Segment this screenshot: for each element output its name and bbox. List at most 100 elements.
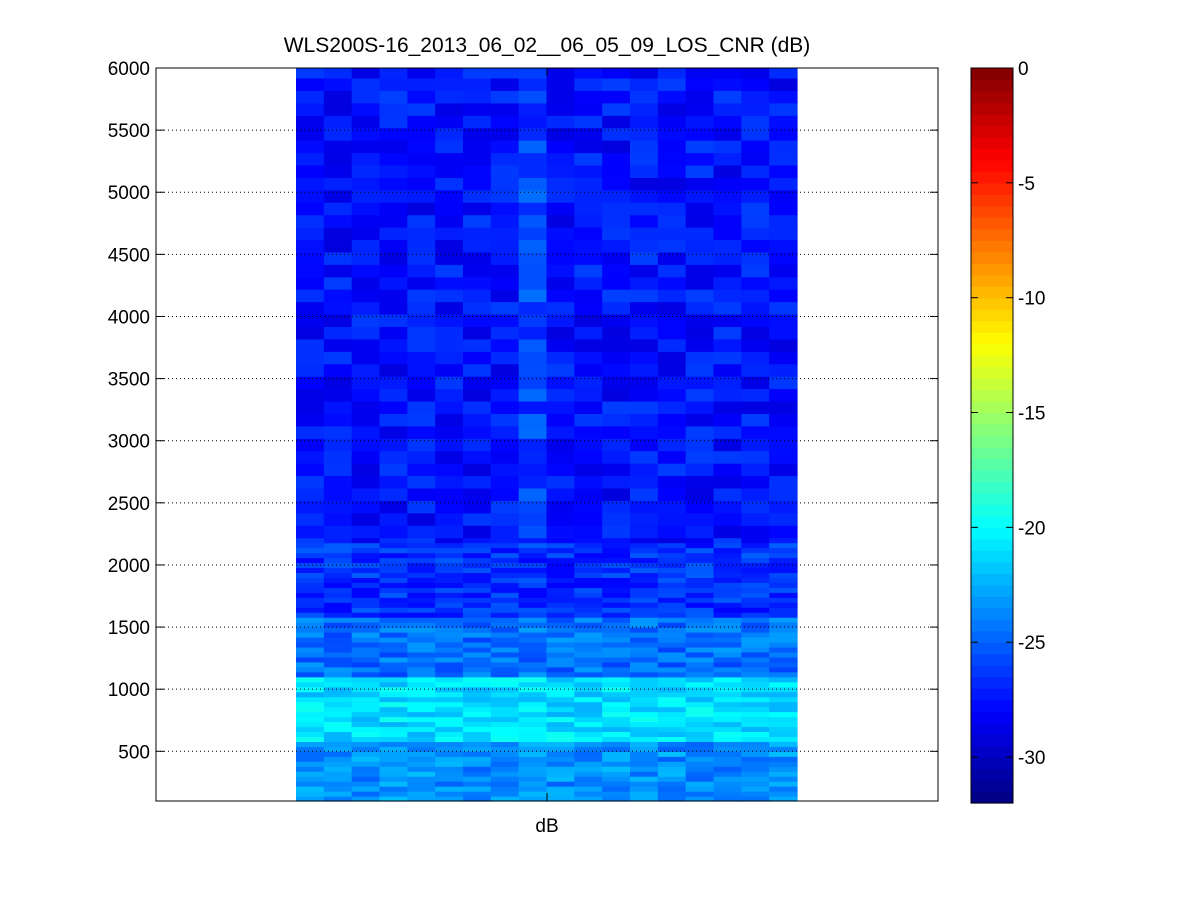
heatmap-cell [713, 637, 742, 643]
heatmap-cell [323, 376, 353, 390]
heatmap-cell [407, 500, 436, 514]
heatmap-cell [490, 632, 520, 638]
heatmap-cell [323, 711, 353, 718]
heatmap-cell [602, 641, 631, 648]
heatmap-cell [602, 542, 631, 549]
heatmap-cell [685, 500, 715, 514]
heatmap-cell [546, 152, 575, 166]
colorbar-segment [971, 182, 1013, 195]
heatmap-cell [351, 637, 381, 643]
colorbar-segment [971, 113, 1013, 127]
heatmap-cell [741, 771, 770, 777]
heatmap-cell [630, 761, 659, 767]
heatmap-cell [574, 475, 603, 489]
heatmap-cell [574, 696, 603, 703]
heatmap-cell [379, 102, 408, 116]
heatmap-cell [574, 102, 603, 116]
heatmap-cell [546, 177, 575, 191]
heatmap-cell [463, 326, 492, 340]
heatmap-cell [574, 425, 603, 439]
heatmap-cell [602, 716, 631, 723]
heatmap-cell [713, 786, 742, 792]
heatmap-cell [546, 726, 575, 733]
heatmap-cell [379, 731, 408, 737]
heatmap-cell [463, 438, 492, 452]
heatmap-cell [435, 711, 464, 718]
heatmap-cell [323, 582, 353, 588]
heatmap-cell [296, 746, 325, 752]
heatmap-cell [351, 617, 381, 623]
heatmap-cell [518, 622, 548, 628]
heatmap-cell [379, 90, 408, 104]
heatmap-cell [463, 547, 492, 554]
heatmap-cell [379, 582, 408, 588]
heatmap-cell [602, 68, 631, 79]
chart-title: WLS200S-16_2013_06_02__06_05_09_LOS_CNR … [284, 34, 811, 57]
heatmap-cell [713, 251, 742, 265]
heatmap-cell [351, 68, 381, 79]
heatmap-cell [435, 164, 464, 178]
heatmap-cell [463, 577, 492, 583]
heatmap-cell [407, 450, 436, 464]
heatmap-cell [657, 326, 687, 340]
heatmap-cell [602, 189, 631, 203]
heatmap-cell [713, 164, 742, 178]
heatmap-cell [435, 363, 464, 377]
heatmap-cell [685, 786, 715, 792]
heatmap-cell [630, 751, 659, 757]
heatmap-cell [463, 612, 492, 618]
heatmap-cell [296, 227, 325, 241]
heatmap-cell [463, 781, 492, 787]
heatmap-cell [407, 771, 436, 777]
heatmap-cell [296, 68, 325, 79]
heatmap-cell [602, 661, 631, 668]
heatmap-cell [574, 264, 603, 278]
heatmap-cell [602, 77, 631, 91]
heatmap-cell [323, 701, 353, 708]
heatmap-cell [546, 127, 575, 141]
heatmap-cell [407, 413, 436, 427]
heatmap-cell [713, 227, 742, 241]
heatmap-cell [463, 557, 492, 564]
heatmap-cell [435, 189, 464, 203]
heatmap-cell [574, 214, 603, 228]
heatmap-cell [407, 602, 436, 608]
heatmap-cell [379, 607, 408, 613]
heatmap-cell [490, 413, 520, 427]
heatmap-cell [296, 686, 325, 693]
heatmap-cell [741, 500, 770, 514]
heatmap-cell [379, 450, 408, 464]
colorbar-segment [971, 240, 1013, 253]
heatmap-cell [657, 542, 687, 549]
heatmap-cell [657, 646, 687, 653]
heatmap-cell [574, 276, 603, 290]
colorbar-segment [971, 711, 1013, 724]
heatmap-cell [351, 786, 381, 792]
heatmap-cell [657, 115, 687, 129]
y-tick-label: 1000 [108, 680, 150, 701]
heatmap-cell [741, 577, 770, 583]
heatmap-cell [351, 671, 381, 678]
heatmap-cell [351, 567, 381, 573]
heatmap-cell [630, 666, 659, 673]
heatmap-cell [296, 487, 325, 501]
heatmap-cell [490, 627, 520, 633]
heatmap-cell [407, 671, 436, 678]
heatmap-cell [685, 721, 715, 728]
heatmap-cell [351, 577, 381, 583]
heatmap-cell [685, 77, 715, 91]
heatmap-cell [713, 641, 742, 648]
heatmap-cell [463, 102, 492, 116]
heatmap-cell [435, 562, 464, 569]
heatmap-cell [657, 77, 687, 91]
heatmap-cell [435, 796, 464, 802]
heatmap-cell [602, 313, 631, 328]
heatmap-cell [435, 651, 464, 658]
heatmap-cell [435, 671, 464, 678]
heatmap-cell [463, 701, 492, 708]
heatmap-cell [630, 607, 659, 613]
heatmap-cell [574, 651, 603, 658]
heatmap-cell [769, 542, 798, 549]
heatmap-cell [435, 567, 464, 573]
heatmap-cell [518, 475, 548, 489]
